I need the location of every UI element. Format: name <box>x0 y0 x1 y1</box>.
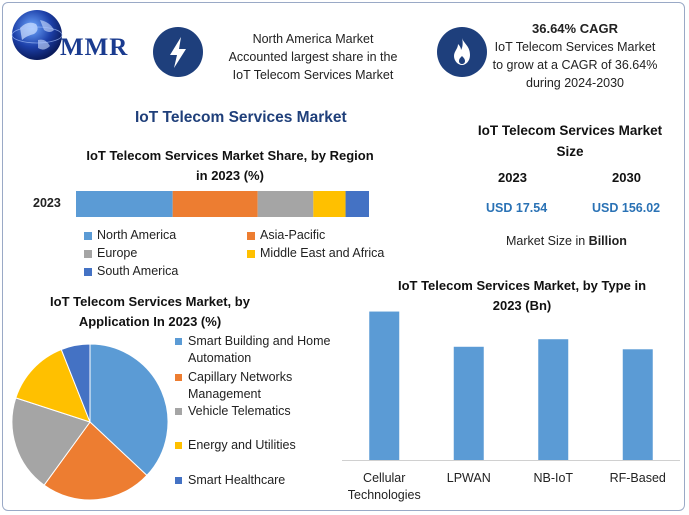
highlight-1-line-2: Accounted largest share in the <box>228 50 398 64</box>
legend-swatch <box>84 250 92 258</box>
lightning-badge <box>152 26 204 78</box>
region-bar-segment-asia-pacific <box>172 191 258 217</box>
legend-swatch <box>84 268 92 276</box>
type-bar-chart <box>342 311 680 461</box>
legend-label: Asia-Pacific <box>260 228 326 242</box>
application-chart-title-line-1: IoT Telecom Services Market, by <box>50 294 250 309</box>
region-chart-title-line-2: in 2023 (%) <box>196 168 264 183</box>
highlight-2-line-2: to grow at a CAGR of 36.64% <box>492 58 658 72</box>
type-chart-title-line-1: IoT Telecom Services Market, by Type in <box>397 278 647 293</box>
application-chart-title: IoT Telecom Services Market, by Applicat… <box>10 292 290 332</box>
flame-icon <box>454 38 470 65</box>
market-size-value-2023: USD 17.54 <box>486 201 548 215</box>
market-size-year-2023: 2023 <box>498 170 527 185</box>
lightning-icon <box>170 37 186 68</box>
highlight-1-line-3: IoT Telecom Services Market <box>232 68 394 82</box>
region-bar-segment-south-america <box>345 191 369 217</box>
region-category-label: 2023 <box>33 196 61 210</box>
type-bar-nb-iot <box>538 339 569 460</box>
application-chart-title-line-2: Application In 2023 (%) <box>78 314 222 329</box>
region-legend: North America Asia-Pacific Europe Middle Ea… <box>84 228 404 282</box>
globe-icon <box>11 10 63 60</box>
market-size-title-line-2: Size <box>556 144 584 159</box>
type-bar-lpwan <box>453 346 484 460</box>
type-tick-label-rf-based: RF-Based <box>609 471 666 485</box>
legend-swatch <box>175 477 182 484</box>
type-tick-label-lpwan: LPWAN <box>446 471 491 485</box>
legend-swatch <box>247 232 255 240</box>
legend-label: Middle East and Africa <box>260 246 385 260</box>
legend-label: South America <box>97 264 179 278</box>
legend-swatch <box>175 374 182 381</box>
region-chart-title: IoT Telecom Services Market Share, by Re… <box>40 146 420 186</box>
market-size-title: IoT Telecom Services Market Size <box>460 120 680 162</box>
market-size-unit-prefix: Market Size in <box>506 234 589 248</box>
type-category-labels: Cellular Technologies LPWAN NB-IoT RF-Based <box>342 470 680 510</box>
pie-slice-capillary-networks-management <box>43 421 148 501</box>
market-size-unit: Market Size in Billion <box>506 234 627 248</box>
highlight-1: North America Market Accounted largest s… <box>208 30 418 84</box>
legend-swatch <box>175 338 182 345</box>
type-chart-title: IoT Telecom Services Market, by Type in … <box>372 276 672 316</box>
type-tick-label-cellular-technologies: Cellular Technologies <box>347 471 421 502</box>
legend-swatch <box>84 232 92 240</box>
legend-label: Smart Building and Home Automation <box>188 334 331 365</box>
legend-label: Vehicle Telematics <box>188 404 291 418</box>
flame-badge <box>436 26 488 78</box>
main-title: IoT Telecom Services Market <box>135 109 347 126</box>
highlight-1-line-1: North America Market <box>252 32 374 46</box>
highlight-2-line-1: IoT Telecom Services Market <box>494 40 656 54</box>
type-bar-cellular-technologies <box>369 311 400 460</box>
region-chart-title-line-1: IoT Telecom Services Market Share, by Re… <box>86 148 374 163</box>
application-legend: Smart Building and Home Automation Capill… <box>175 333 350 493</box>
market-size-unit-bold: Billion <box>588 234 627 248</box>
legend-label: Europe <box>97 246 138 260</box>
pie-slice-smart-healthcare <box>60 343 91 423</box>
application-pie-chart <box>11 343 169 501</box>
cagr-title: 36.64% CAGR <box>532 21 618 36</box>
type-tick-label-nb-iot: NB-IoT <box>533 471 574 485</box>
highlight-2-line-3: during 2024-2030 <box>526 76 624 90</box>
region-bar-segment-middle-east-and-africa <box>313 191 346 217</box>
legend-swatch <box>175 442 182 449</box>
pie-slice-energy-and-utilities <box>15 348 91 423</box>
legend-swatch <box>247 250 255 258</box>
legend-label: North America <box>97 228 177 242</box>
region-bar-segment-north-america <box>76 191 173 217</box>
type-bar-rf-based <box>622 349 653 460</box>
legend-label: Capillary Networks Management <box>188 370 293 401</box>
pie-slice-smart-building-and-home-automation <box>89 343 169 477</box>
type-chart-title-line-2: 2023 (Bn) <box>492 298 552 313</box>
market-size-value-2030: USD 156.02 <box>592 201 661 215</box>
legend-swatch <box>175 408 182 415</box>
market-size-title-line-1: IoT Telecom Services Market <box>477 123 663 138</box>
region-bar-segment-europe <box>257 191 314 217</box>
logo: MMR <box>10 8 140 64</box>
market-size-year-2030: 2030 <box>612 170 641 185</box>
region-stacked-bar <box>76 191 369 217</box>
legend-label: Smart Healthcare <box>188 473 286 487</box>
logo-text: MMR <box>60 34 129 61</box>
legend-label: Energy and Utilities <box>188 438 296 452</box>
pie-slice-vehicle-telematics <box>11 397 91 486</box>
highlight-2: 36.64% CAGR IoT Telecom Services Market … <box>490 20 660 92</box>
